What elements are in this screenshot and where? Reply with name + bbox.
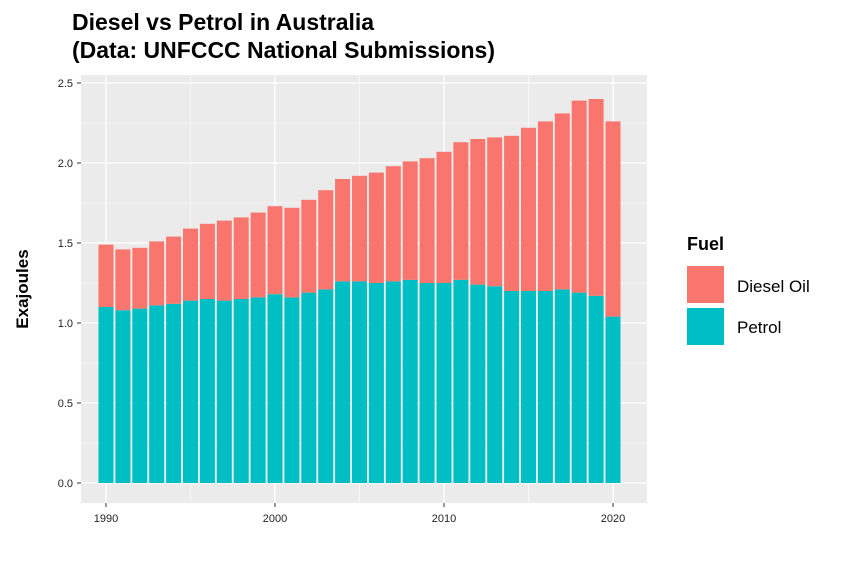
bar-petrol-2008 <box>402 279 418 483</box>
y-tick-label: 0.0 <box>58 478 73 490</box>
bar-diesel-1997 <box>216 220 232 301</box>
bar-petrol-2019 <box>588 295 604 483</box>
legend-item-diesel: Diesel Oil <box>687 266 810 303</box>
bar-diesel-1992 <box>132 247 148 309</box>
bar-diesel-1990 <box>98 244 114 307</box>
legend: Fuel Diesel Oil Petrol <box>687 234 810 345</box>
bar-petrol-2000 <box>267 294 283 483</box>
chart-title-line-2: (Data: UNFCCC National Submissions) <box>72 37 495 63</box>
bar-petrol-2006 <box>368 283 384 483</box>
bar-diesel-2001 <box>284 207 300 298</box>
bar-diesel-2010 <box>436 151 452 283</box>
bar-diesel-2016 <box>537 121 553 292</box>
y-tick-label: 1.0 <box>58 318 73 330</box>
bar-petrol-1998 <box>233 299 249 483</box>
legend-item-petrol: Petrol <box>687 308 781 345</box>
bar-petrol-1997 <box>216 300 232 483</box>
bar-petrol-2015 <box>521 291 536 483</box>
y-tick-label: 2.0 <box>58 158 73 170</box>
bar-diesel-1998 <box>233 217 249 299</box>
bar-petrol-2016 <box>537 291 553 483</box>
bar-diesel-2008 <box>402 161 418 280</box>
bar-petrol-2009 <box>419 283 435 483</box>
legend-title: Fuel <box>687 234 724 254</box>
y-axis: 0.0 0.5 1.0 1.5 2.0 2.5 <box>58 78 81 490</box>
bar-petrol-2020 <box>605 316 621 483</box>
bar-petrol-2004 <box>335 281 351 483</box>
legend-label-petrol: Petrol <box>737 318 781 337</box>
bar-diesel-2019 <box>588 99 604 296</box>
bar-petrol-1999 <box>250 297 266 483</box>
bar-diesel-1991 <box>115 249 131 311</box>
x-tick-label: 2010 <box>432 513 456 525</box>
bar-diesel-1994 <box>166 236 182 304</box>
bar-diesel-2017 <box>554 113 570 290</box>
bar-diesel-2011 <box>453 142 469 280</box>
bar-petrol-1995 <box>183 300 198 483</box>
bar-diesel-1999 <box>250 212 266 298</box>
x-tick-label: 2000 <box>263 513 287 525</box>
bar-petrol-1991 <box>115 310 131 483</box>
y-axis-label: Exajoules <box>13 249 32 328</box>
chart-title-line-1: Diesel vs Petrol in Australia <box>72 9 375 35</box>
bar-petrol-2011 <box>453 279 469 483</box>
x-tick-label: 2020 <box>601 513 625 525</box>
chart-title: Diesel vs Petrol in Australia (Data: UNF… <box>72 8 495 64</box>
bar-petrol-2017 <box>554 289 570 483</box>
legend-key-petrol <box>687 308 724 345</box>
bar-petrol-1994 <box>166 303 182 483</box>
bar-petrol-2005 <box>352 281 367 483</box>
bar-petrol-2002 <box>301 292 317 483</box>
bar-diesel-2004 <box>335 179 351 282</box>
bar-diesel-2020 <box>605 121 621 317</box>
bar-petrol-2003 <box>318 289 334 483</box>
bar-diesel-2018 <box>571 100 587 293</box>
bar-diesel-2003 <box>318 190 334 290</box>
bar-diesel-1993 <box>149 241 165 306</box>
legend-key-diesel <box>687 266 724 303</box>
bar-petrol-2001 <box>284 297 300 483</box>
bar-diesel-2012 <box>470 139 486 285</box>
bar-petrol-2012 <box>470 284 486 483</box>
bar-diesel-2015 <box>521 127 536 291</box>
bar-diesel-1996 <box>199 223 215 299</box>
bar-petrol-1990 <box>98 307 114 483</box>
bar-petrol-2010 <box>436 283 452 483</box>
bar-petrol-2007 <box>385 281 401 483</box>
bar-diesel-1995 <box>183 228 198 301</box>
bar-diesel-2013 <box>487 137 503 287</box>
bar-petrol-2014 <box>504 291 520 483</box>
bar-petrol-1992 <box>132 308 148 483</box>
bar-diesel-2009 <box>419 158 435 283</box>
y-tick-label: 0.5 <box>58 398 73 410</box>
bars <box>98 99 621 483</box>
bar-petrol-2013 <box>487 286 503 483</box>
bar-diesel-2005 <box>352 175 367 282</box>
bar-petrol-1993 <box>149 305 165 483</box>
bar-diesel-2002 <box>301 199 317 293</box>
y-tick-label: 1.5 <box>58 238 73 250</box>
y-tick-label: 2.5 <box>58 78 73 90</box>
bar-diesel-2014 <box>504 135 520 291</box>
bar-diesel-2007 <box>385 166 401 282</box>
bar-petrol-1996 <box>199 299 215 483</box>
x-axis: 1990 2000 2010 2020 <box>94 503 625 525</box>
legend-label-diesel: Diesel Oil <box>737 277 810 296</box>
bar-petrol-2018 <box>571 292 587 483</box>
bar-diesel-2000 <box>267 206 283 295</box>
bar-diesel-2006 <box>368 172 384 283</box>
x-tick-label: 1990 <box>94 513 118 525</box>
